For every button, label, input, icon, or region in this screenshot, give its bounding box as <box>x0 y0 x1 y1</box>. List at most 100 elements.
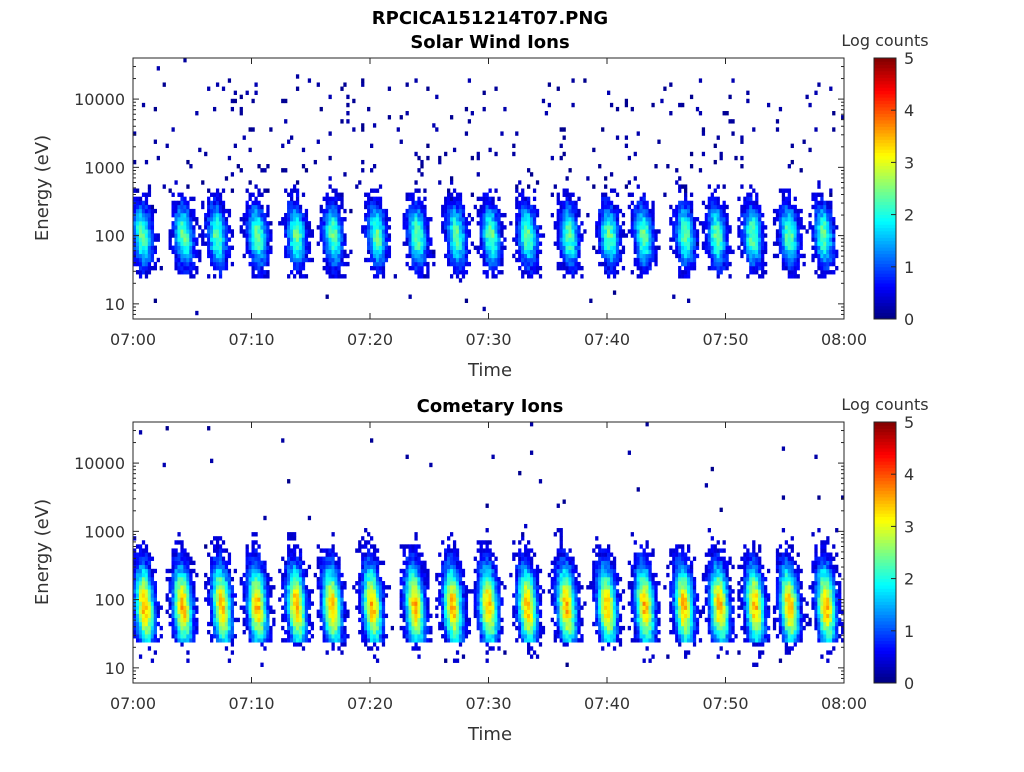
heatmap-cell <box>684 213 687 217</box>
heatmap-cell <box>257 193 260 197</box>
heatmap-cell <box>281 221 284 225</box>
heatmap-cell <box>290 221 293 225</box>
heatmap-cell <box>243 135 246 139</box>
heatmap-cell <box>500 233 503 237</box>
heatmap-cell <box>207 274 210 278</box>
heatmap-cell <box>420 258 423 262</box>
heatmap-cell <box>213 250 216 254</box>
heatmap-cell <box>720 205 723 209</box>
heatmap-cell <box>740 254 743 258</box>
heatmap-cell <box>252 237 255 241</box>
heatmap-cell <box>198 258 201 262</box>
colorbar-segment <box>874 140 896 144</box>
heatmap-cell <box>486 217 489 221</box>
heatmap-cell <box>637 262 640 266</box>
heatmap-cell <box>376 618 379 622</box>
heatmap-cell <box>308 78 311 82</box>
heatmap-cell <box>186 258 189 262</box>
heatmap-cell <box>752 225 755 229</box>
heatmap-cell <box>776 119 779 123</box>
heatmap-cell <box>601 233 604 237</box>
heatmap-cell <box>720 221 723 225</box>
heatmap-cell <box>613 233 616 237</box>
heatmap-cell <box>254 540 257 544</box>
heatmap-cell <box>643 254 646 258</box>
heatmap-cell <box>177 540 180 544</box>
heatmap-cell <box>189 593 192 597</box>
heatmap-cell <box>249 577 252 581</box>
heatmap-cell <box>711 213 714 217</box>
heatmap-cell <box>420 589 423 593</box>
heatmap-cell <box>414 548 417 552</box>
heatmap-cell <box>334 561 337 565</box>
heatmap-cell <box>414 606 417 610</box>
heatmap-cell <box>643 262 646 266</box>
heatmap-cell <box>406 614 409 618</box>
heatmap-cell <box>320 233 323 237</box>
heatmap-cell <box>139 229 142 233</box>
heatmap-cell <box>524 225 527 229</box>
heatmap-cell <box>441 614 444 618</box>
heatmap-cell <box>409 246 412 250</box>
colorbar-segment <box>874 260 896 264</box>
heatmap-cell <box>568 225 571 229</box>
heatmap-cell <box>151 634 154 638</box>
heatmap-cell <box>326 565 329 569</box>
heatmap-cell <box>260 213 263 217</box>
heatmap-cell <box>782 217 785 221</box>
heatmap-cell <box>254 597 257 601</box>
heatmap-cell <box>414 577 417 581</box>
heatmap-cell <box>785 250 788 254</box>
heatmap-cell <box>337 557 340 561</box>
heatmap-cell <box>601 217 604 221</box>
heatmap-cell <box>409 569 412 573</box>
heatmap-cell <box>385 258 388 262</box>
heatmap-cell <box>779 250 782 254</box>
heatmap-cell <box>678 103 681 107</box>
heatmap-cell <box>521 237 524 241</box>
heatmap-cell <box>373 254 376 258</box>
heatmap-cell <box>157 601 160 605</box>
heatmap-cell <box>696 237 699 241</box>
heatmap-cell <box>601 250 604 254</box>
heatmap-cell <box>231 262 234 266</box>
colorbar-segment <box>874 195 896 199</box>
heatmap-cell <box>293 536 296 540</box>
heatmap-cell <box>183 242 186 246</box>
heatmap-cell <box>287 630 290 634</box>
heatmap-cell <box>379 606 382 610</box>
heatmap-cell <box>527 266 530 270</box>
heatmap-cell <box>169 237 172 241</box>
heatmap-cell <box>373 585 376 589</box>
heatmap-cell <box>497 221 500 225</box>
heatmap-cell <box>456 201 459 205</box>
heatmap-cell <box>246 593 249 597</box>
heatmap-cell <box>219 262 222 266</box>
heatmap-cell <box>450 229 453 233</box>
heatmap-cell <box>331 634 334 638</box>
heatmap-cell <box>329 246 332 250</box>
heatmap-cell <box>684 237 687 241</box>
heatmap-cell <box>441 581 444 585</box>
heatmap-cell <box>616 213 619 217</box>
heatmap-cell <box>420 266 423 270</box>
heatmap-cell <box>417 201 420 205</box>
heatmap-cell <box>788 229 791 233</box>
heatmap-cell <box>376 254 379 258</box>
heatmap-cell <box>136 589 139 593</box>
heatmap-cell <box>711 250 714 254</box>
heatmap-cell <box>204 581 207 585</box>
heatmap-cell <box>254 229 257 233</box>
heatmap-cell <box>222 213 225 217</box>
heatmap-cell <box>213 274 216 278</box>
heatmap-cell <box>364 225 367 229</box>
heatmap-cell <box>136 544 139 548</box>
heatmap-cell <box>453 250 456 254</box>
heatmap-cell <box>423 597 426 601</box>
heatmap-cell <box>382 638 385 642</box>
heatmap-cell <box>426 601 429 605</box>
heatmap-cell <box>382 242 385 246</box>
heatmap-cell <box>222 634 225 638</box>
heatmap-cell <box>687 221 690 225</box>
heatmap-cell <box>409 601 412 605</box>
